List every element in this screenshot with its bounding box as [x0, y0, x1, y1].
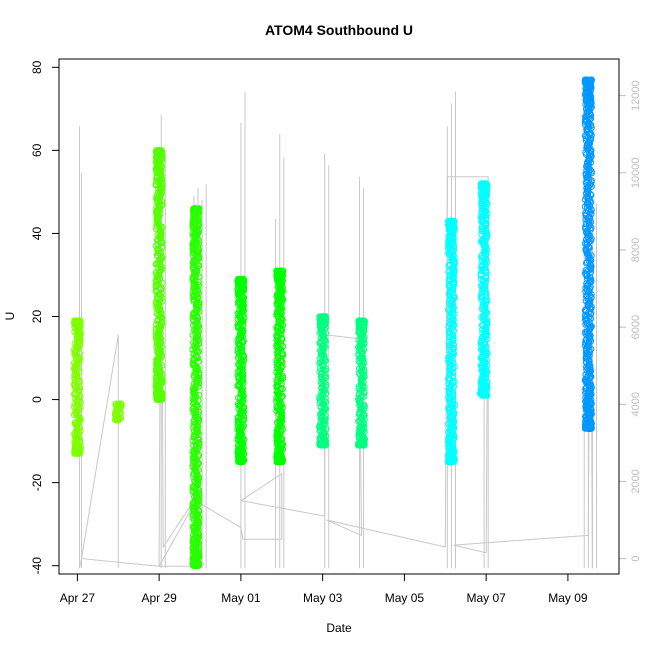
data-point — [74, 317, 82, 325]
x-axis-label: Date — [326, 621, 352, 635]
data-point — [450, 217, 458, 225]
data-point — [240, 379, 247, 387]
data-point — [476, 390, 484, 397]
data-point — [273, 293, 281, 301]
data-point — [582, 223, 589, 231]
data-point — [239, 350, 247, 358]
data-point — [581, 240, 589, 247]
y2-tick-label: 2000 — [630, 469, 642, 493]
data-point — [76, 368, 83, 376]
data-point — [278, 334, 286, 342]
y-tick-label: 60 — [30, 143, 44, 157]
data-point — [479, 315, 487, 323]
data-point — [321, 404, 329, 412]
data-point — [189, 448, 196, 455]
data-point — [155, 147, 162, 154]
data-point — [587, 277, 595, 285]
data-point — [240, 416, 248, 423]
data-point — [482, 211, 489, 218]
data-point — [240, 275, 247, 283]
data-point — [273, 267, 281, 275]
x-tick-label: May 03 — [303, 591, 343, 605]
data-point — [319, 313, 327, 320]
data-point — [236, 275, 243, 283]
y-axis-label: U — [3, 312, 17, 321]
data-point — [157, 322, 165, 329]
y2-tick-label: 10000 — [630, 158, 642, 189]
data-point — [582, 349, 590, 357]
data-point — [71, 317, 79, 325]
data-point — [115, 400, 123, 408]
data-point — [195, 479, 202, 486]
data-point — [316, 360, 323, 367]
y2-tick-label: 4000 — [630, 392, 642, 416]
data-point — [195, 391, 203, 399]
y2-tick-label: 6000 — [630, 315, 642, 339]
secondary-y-axis: 0 2000 4000 6000 8000 10000 12000 — [619, 80, 642, 562]
depth-connector-line — [78, 153, 593, 569]
x-tick-label: May 07 — [466, 591, 506, 605]
data-point — [193, 367, 201, 375]
y-tick-label: 0 — [30, 396, 44, 403]
x-tick-label: May 05 — [385, 591, 425, 605]
data-point — [72, 374, 80, 381]
y-tick-label: 80 — [30, 60, 44, 74]
data-point — [273, 326, 281, 333]
data-point — [360, 388, 368, 396]
data-point — [195, 205, 203, 212]
data-point — [118, 400, 125, 408]
x-tick-label: May 09 — [548, 591, 588, 605]
data-point — [482, 180, 490, 187]
data-point — [321, 419, 329, 427]
data-point — [157, 147, 165, 154]
x-tick-label: May 01 — [221, 591, 261, 605]
x-axis: Apr 27 Apr 29 May 01 May 03 May 05 May 07 May … — [60, 574, 588, 605]
y2-tick-label: 0 — [630, 556, 642, 562]
y2-tick-label: 8000 — [630, 238, 642, 262]
data-point — [448, 217, 455, 225]
data-point — [478, 227, 486, 235]
data-point — [356, 317, 364, 325]
data-point — [239, 388, 246, 395]
data-points — [70, 76, 595, 570]
data-point — [191, 205, 199, 212]
data-point — [194, 321, 202, 328]
chart-title: ATOM4 Southbound U — [265, 22, 413, 38]
y-tick-label: 40 — [30, 226, 44, 240]
data-point — [484, 316, 491, 324]
y2-tick-label: 12000 — [630, 80, 642, 111]
data-point — [75, 357, 83, 364]
y-axis: -40 -20 0 20 40 60 80 — [30, 60, 59, 574]
data-point — [446, 275, 453, 283]
plot-frame — [58, 58, 620, 575]
data-point — [193, 366, 200, 374]
data-point — [445, 374, 453, 382]
data-point — [153, 147, 160, 154]
data-point — [158, 263, 165, 271]
data-point — [318, 412, 326, 420]
data-point — [278, 267, 286, 275]
data-point — [360, 317, 368, 325]
data-point — [588, 76, 595, 84]
y-tick-label: -40 — [30, 557, 44, 575]
x-tick-label: Apr 29 — [141, 591, 177, 605]
x-tick-label: Apr 27 — [60, 591, 96, 605]
data-point — [478, 180, 485, 187]
data-point — [360, 405, 368, 413]
y-tick-label: -20 — [30, 474, 44, 492]
data-point — [190, 507, 198, 515]
data-point — [448, 339, 455, 347]
y-tick-label: 20 — [30, 310, 44, 324]
data-point — [584, 76, 591, 84]
